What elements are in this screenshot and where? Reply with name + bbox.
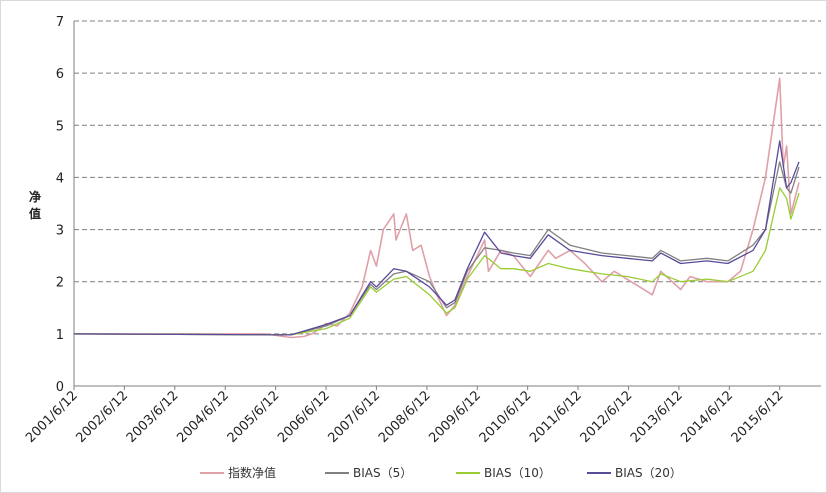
x-tick-label: 2001/6/12: [23, 388, 81, 446]
y-tick-label: 6: [56, 67, 64, 82]
legend-label: 指数净值: [228, 465, 276, 480]
x-tick-labels: 2001/6/122002/6/122003/6/122004/6/122005…: [23, 386, 787, 446]
y-axis-label: 净值: [29, 189, 41, 221]
series-line-1: [74, 77, 800, 339]
legend: 指数净值 BIAS（5） BIAS（10） BIAS（20）: [200, 465, 682, 480]
y-tick-labels: 0 1 2 3 4 5 6 7: [56, 15, 64, 395]
x-tick-label: 2012/6/12: [578, 388, 636, 446]
x-tick-label: 2009/6/12: [426, 388, 484, 446]
series-lines: [73, 77, 800, 339]
y-tick-label: 0: [56, 380, 64, 395]
x-tick-label: 2011/6/12: [527, 388, 585, 446]
x-tick-label: 2013/6/12: [628, 388, 686, 446]
x-tick-label: 2002/6/12: [73, 388, 131, 446]
series-line-4: [73, 140, 800, 336]
gridlines: [74, 20, 821, 335]
y-tick-label: 7: [56, 15, 64, 30]
x-tick-label: 2014/6/12: [678, 388, 736, 446]
y-tick-label: 2: [56, 276, 64, 291]
legend-label: BIAS（10）: [484, 466, 551, 480]
y-tick-label: 4: [56, 171, 64, 186]
series-line-3: [73, 187, 800, 336]
series-line-2: [73, 161, 800, 336]
x-tick-label: 2007/6/12: [325, 388, 383, 446]
y-tick-label: 1: [56, 328, 64, 343]
x-tick-label: 2005/6/12: [225, 388, 283, 446]
x-tick-label: 2008/6/12: [376, 388, 434, 446]
x-tick-label: 2006/6/12: [275, 388, 333, 446]
y-tick-label: 5: [56, 119, 64, 134]
x-tick-label: 2004/6/12: [174, 388, 232, 446]
axes: [73, 21, 821, 387]
x-tick-label: 2003/6/12: [124, 388, 182, 446]
x-tick-label: 2010/6/12: [477, 388, 535, 446]
legend-label: BIAS（20）: [615, 466, 682, 480]
x-tick-label: 2015/6/12: [729, 388, 787, 446]
legend-label: BIAS（5）: [353, 466, 412, 480]
y-tick-label: 3: [56, 224, 64, 239]
